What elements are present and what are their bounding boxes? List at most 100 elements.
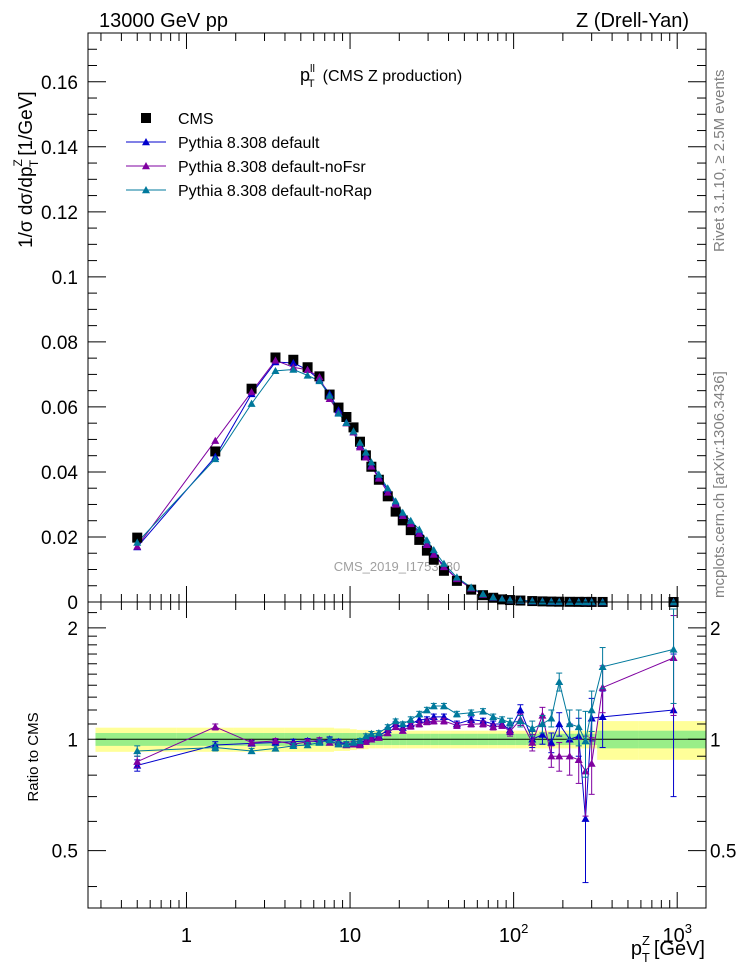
ratio-point xyxy=(429,717,438,725)
mc-point xyxy=(361,448,370,456)
y-tick-label: 0 xyxy=(67,593,78,614)
mc-point xyxy=(374,474,383,482)
mc-point xyxy=(383,488,392,496)
mc-point xyxy=(398,508,407,516)
mc-point xyxy=(247,387,256,396)
mc-point xyxy=(133,538,142,546)
legend-marker-cms xyxy=(141,113,151,123)
mc-point xyxy=(489,593,498,601)
ratio-point xyxy=(439,717,448,725)
ratio-point xyxy=(587,759,596,767)
mc-point xyxy=(289,359,298,367)
mcplots-label: mcplots.cern.ch [arXiv:1306.3436] xyxy=(711,371,728,598)
ratio-point xyxy=(547,752,556,760)
ratio-point xyxy=(467,708,476,716)
mc-point xyxy=(498,595,507,603)
ratio-point xyxy=(398,726,407,734)
cms-point xyxy=(210,446,221,457)
ratio-point xyxy=(342,740,351,748)
y-tick-label: 0.12 xyxy=(41,203,78,224)
ratio-point xyxy=(547,714,556,722)
mc-point xyxy=(574,597,583,606)
y-tick-label: 0.04 xyxy=(41,463,78,484)
legend-marker xyxy=(142,138,150,146)
mc-point xyxy=(422,536,431,544)
y-tick-label: 0.08 xyxy=(41,333,78,354)
ratio-point xyxy=(452,710,461,718)
y-tick-label: 0.16 xyxy=(41,73,78,94)
ratio-point xyxy=(383,728,392,737)
y-tick-label: 0.1 xyxy=(52,268,78,289)
ratio-point xyxy=(355,741,364,749)
legend: CMS Pythia 8.308 default Pythia 8.308 defa… xyxy=(126,111,372,200)
cms-point xyxy=(438,565,449,576)
mc-point xyxy=(367,458,376,466)
ratio-point xyxy=(505,727,514,735)
cms-point xyxy=(397,515,408,526)
rivet-label: Rivet 3.1.10, ≥ 2.5M events xyxy=(711,70,728,253)
ratio-series xyxy=(133,608,678,884)
title-sub: T xyxy=(308,78,315,90)
ratio-y-tick-label-right: 0.5 xyxy=(710,842,736,863)
mc-point xyxy=(429,550,438,558)
header-right: Z (Drell-Yan) xyxy=(576,10,689,32)
y-tick-label: 0.14 xyxy=(41,138,78,159)
mc-point xyxy=(211,436,220,444)
legend-label: Pythia 8.308 default-noFsr xyxy=(178,159,366,176)
ratio-point xyxy=(439,702,448,710)
mc-point xyxy=(374,470,383,478)
ratio-point xyxy=(489,712,498,721)
ratio-point xyxy=(528,724,537,732)
mc-point xyxy=(383,484,392,492)
mc-point xyxy=(211,454,220,463)
mc-point xyxy=(422,540,431,548)
ratio-y-tick-label: 1 xyxy=(67,730,78,751)
mc-point xyxy=(367,462,376,470)
ratio-point xyxy=(574,755,583,764)
ratio-point xyxy=(565,752,574,760)
mc-point xyxy=(547,597,556,605)
legend-label: Pythia 8.308 default-noRap xyxy=(178,183,372,200)
ratio-point xyxy=(598,712,607,721)
ratio-point xyxy=(669,645,678,653)
ratio-point xyxy=(361,737,370,745)
ratio-point xyxy=(374,733,383,741)
title-var: p xyxy=(300,65,310,85)
mc-point xyxy=(452,573,461,581)
ratio-point xyxy=(574,722,583,731)
ratio-point xyxy=(555,677,564,686)
mc-point xyxy=(565,597,574,606)
x-tick-label: 102 xyxy=(499,921,528,947)
title-rest: (CMS Z production) xyxy=(323,68,463,85)
ratio-point xyxy=(406,722,415,730)
ratio-point xyxy=(479,719,488,728)
ratio-point xyxy=(303,741,312,749)
title-sup: ll xyxy=(310,63,315,75)
mc-point xyxy=(133,542,142,550)
mc-point xyxy=(247,399,256,407)
cms-point xyxy=(414,534,425,545)
ratio-point xyxy=(429,702,438,710)
ratio-point xyxy=(547,738,556,746)
ratio-point xyxy=(361,732,370,740)
header-left: 13000 GeV pp xyxy=(99,10,228,32)
ratio-point xyxy=(598,662,607,671)
ratio-point xyxy=(415,710,424,718)
mc-point xyxy=(415,529,424,537)
mc-point xyxy=(303,365,312,374)
ratio-point xyxy=(516,717,525,725)
mc-point xyxy=(303,371,312,379)
legend-marker xyxy=(142,162,150,170)
ratio-point xyxy=(367,729,376,737)
ratio-point xyxy=(367,735,376,743)
x-tick-label: 103 xyxy=(662,921,691,947)
ratio-point xyxy=(211,722,220,731)
x-axis-label: pZ T [GeV] xyxy=(631,933,705,965)
ratio-point xyxy=(325,736,334,744)
cms-point xyxy=(428,554,439,565)
mc-point xyxy=(271,356,280,364)
ratio-point xyxy=(452,721,461,729)
ratio-point xyxy=(422,706,431,714)
mc-point xyxy=(271,366,280,375)
